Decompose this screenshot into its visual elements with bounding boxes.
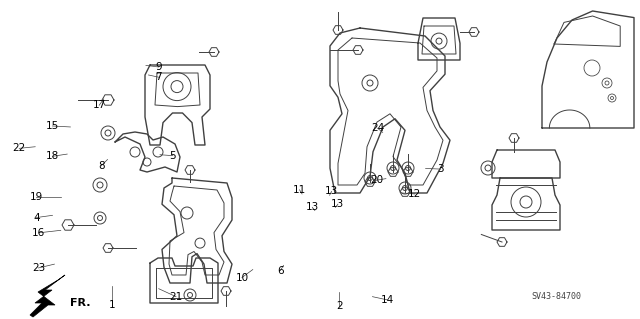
Text: 18: 18 bbox=[46, 151, 59, 161]
Text: 5: 5 bbox=[170, 151, 176, 161]
Text: 6: 6 bbox=[277, 265, 284, 276]
Text: 8: 8 bbox=[98, 161, 104, 171]
Text: 3: 3 bbox=[437, 164, 444, 174]
Text: 11: 11 bbox=[293, 185, 306, 195]
Text: FR.: FR. bbox=[70, 298, 90, 308]
Text: 19: 19 bbox=[30, 192, 43, 202]
Text: 2: 2 bbox=[336, 301, 342, 311]
Text: SV43-84700: SV43-84700 bbox=[532, 292, 582, 301]
Text: 16: 16 bbox=[32, 228, 45, 238]
Text: 22: 22 bbox=[13, 143, 26, 153]
Text: 14: 14 bbox=[381, 295, 394, 305]
Text: 9: 9 bbox=[156, 62, 162, 72]
Text: 10: 10 bbox=[236, 272, 248, 283]
Text: 17: 17 bbox=[93, 100, 106, 110]
Text: 21: 21 bbox=[170, 292, 182, 302]
Text: 15: 15 bbox=[46, 121, 59, 131]
Polygon shape bbox=[30, 275, 65, 317]
Text: 13: 13 bbox=[332, 199, 344, 209]
Text: 13: 13 bbox=[306, 202, 319, 212]
Text: 13: 13 bbox=[325, 186, 338, 197]
Text: 23: 23 bbox=[32, 263, 45, 273]
Text: 7: 7 bbox=[156, 72, 162, 82]
Text: 12: 12 bbox=[408, 189, 421, 199]
Text: 24: 24 bbox=[371, 123, 384, 133]
Text: 1: 1 bbox=[109, 300, 115, 310]
Text: 20: 20 bbox=[370, 175, 383, 185]
Text: 4: 4 bbox=[33, 212, 40, 223]
